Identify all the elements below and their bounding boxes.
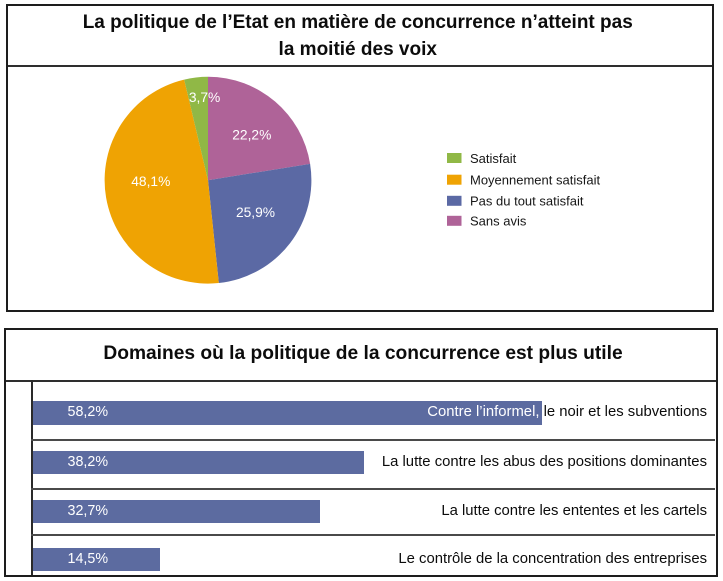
svg-text:25,9%: 25,9% (236, 205, 275, 220)
svg-text:Sans avis: Sans avis (470, 214, 527, 229)
svg-text:3,7%: 3,7% (189, 90, 220, 105)
svg-text:Satisfait: Satisfait (470, 151, 517, 166)
svg-text:48,1%: 48,1% (131, 174, 170, 189)
svg-text:Pas du tout satisfait: Pas du tout satisfait (470, 194, 584, 209)
svg-text:Moyennement satisfait: Moyennement satisfait (470, 173, 600, 188)
svg-text:22,2%: 22,2% (232, 128, 271, 143)
